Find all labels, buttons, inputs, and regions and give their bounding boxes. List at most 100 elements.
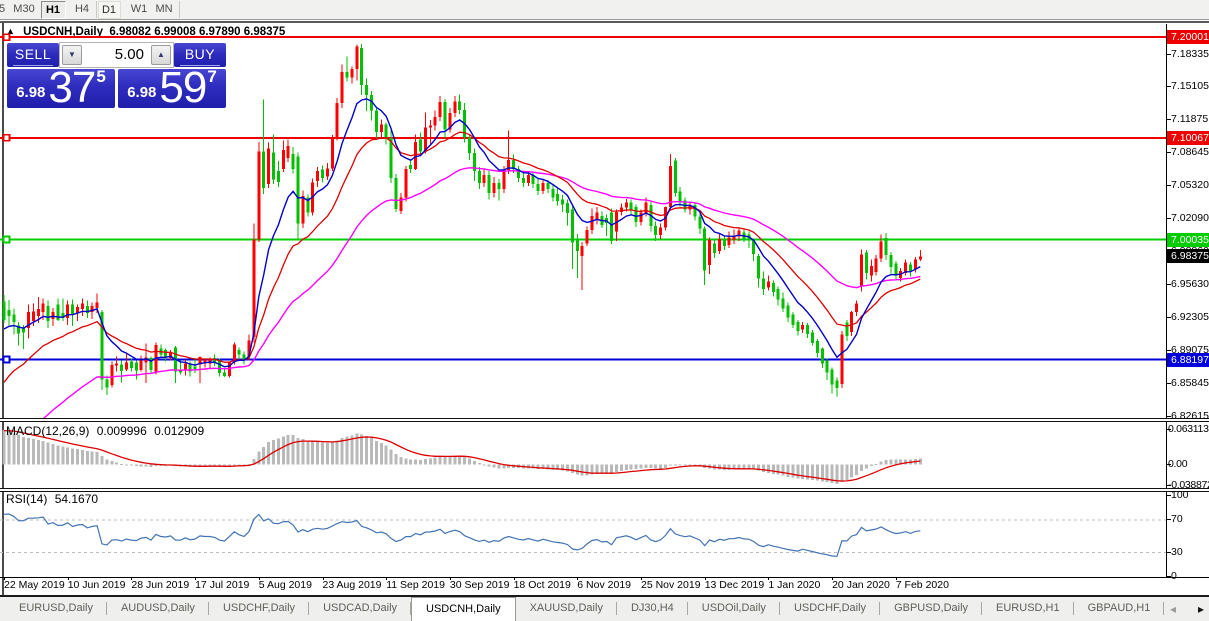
macd-histogram-bar (556, 464, 560, 471)
macd-histogram-bar (762, 464, 765, 473)
macd-histogram-bar (115, 462, 119, 465)
candle-body (433, 117, 437, 126)
chart-tab-eurusd-h1[interactable]: EURUSD,H1 (982, 597, 1074, 621)
candle-body (546, 183, 550, 190)
chart-tab-usdcnh-daily[interactable]: USDCNH,Daily (411, 597, 516, 621)
macd-histogram-bar (419, 459, 422, 465)
timeframe-button-m30[interactable]: M30 (13, 3, 35, 15)
chart-tab-eurusd-daily[interactable]: EURUSD,Daily (5, 597, 107, 621)
timeframe-button-mn[interactable]: MN (155, 3, 173, 15)
candle-body (727, 237, 731, 245)
candle-body (796, 321, 800, 331)
rsi-pane[interactable] (0, 491, 1166, 577)
macd-histogram-bar (36, 440, 40, 465)
tab-separator (615, 602, 617, 615)
macd-histogram-bar (659, 464, 663, 469)
macd-pane[interactable] (0, 422, 1166, 489)
candle-body (164, 349, 168, 358)
candle-body (762, 278, 765, 290)
tab-scroll-right-icon[interactable]: ▸ (1197, 602, 1204, 616)
candle-body (659, 227, 663, 235)
candle-body (404, 169, 408, 198)
volume-value[interactable]: 5.00 (114, 46, 144, 63)
candle-body (521, 178, 525, 184)
chart-tab-dj30-h4[interactable]: DJ30,H4 (617, 597, 688, 621)
candle-body (752, 240, 756, 255)
macd-histogram-bar (218, 464, 222, 467)
chart-tab-usdoil-daily[interactable]: USDOil,Daily (688, 597, 780, 621)
price-axis-label: 6.82615 (1171, 409, 1209, 422)
buy-button[interactable]: BUY (174, 43, 226, 67)
candle-body (566, 202, 569, 213)
timeframe-button-w1[interactable]: W1 (130, 3, 148, 15)
rsi-axis-label: 70 (1171, 513, 1183, 526)
chart-tab-xauusd-daily[interactable]: XAUUSD,Daily (516, 597, 617, 621)
candle-body (379, 124, 383, 133)
macd-histogram-bar (531, 464, 535, 469)
macd-histogram-bar (619, 464, 623, 472)
candle-body (835, 380, 839, 388)
macd-histogram-bar (507, 464, 511, 468)
candle-body (409, 164, 413, 169)
rsi-value: 54.1670 (54, 492, 99, 506)
timeframe-button-d1[interactable]: D1 (97, 1, 121, 19)
timeframe-button-h1[interactable]: H1 (40, 1, 66, 19)
macd-histogram-bar (757, 464, 761, 471)
macd-histogram-bar (580, 464, 584, 476)
sell-button[interactable]: SELL (7, 43, 59, 67)
candle-body (286, 145, 290, 159)
chart-tab-usdcad-daily[interactable]: USDCAD,Daily (309, 597, 412, 621)
rsi-axis-label: 0 (1171, 571, 1177, 582)
main-chart-pane[interactable] (0, 24, 1166, 419)
candle-body (316, 170, 320, 182)
price-axis-tick (1166, 415, 1171, 417)
macd-histogram-bar (105, 459, 109, 465)
macd-histogram-bar (747, 464, 751, 469)
candle-body (46, 305, 50, 321)
chart-tab-usdchf-daily[interactable]: USDCHF,Daily (209, 597, 310, 621)
candle-body (144, 357, 148, 363)
macd-label: MACD(12,26,9) (6, 424, 90, 438)
candle-body (551, 189, 555, 198)
macd-histogram-bar (423, 459, 427, 465)
macd-histogram-bar (732, 464, 736, 470)
candle-body (428, 125, 432, 128)
candle-body (507, 159, 511, 170)
candle-body (517, 168, 520, 179)
timeframe-button-5[interactable]: 5 (0, 3, 6, 15)
candle-body (654, 225, 658, 235)
rsi-label: RSI(14) (6, 492, 48, 506)
candle-body (703, 228, 707, 271)
macd-histogram-bar (51, 443, 55, 465)
sell-price-button[interactable]: 6.98 37 5 (7, 66, 115, 110)
candle-body (472, 153, 476, 171)
macd-histogram-bar (7, 431, 11, 465)
macd-histogram-bar (120, 463, 124, 465)
volume-increase-icon[interactable]: ▲ (151, 45, 171, 65)
volume-decrease-icon[interactable]: ▼ (62, 45, 82, 65)
candle-body (100, 311, 104, 380)
macd-histogram-bar (433, 457, 437, 465)
chart-tab-usdchf-daily[interactable]: USDCHF,Daily (780, 597, 881, 621)
chart-tab-gbpaud-h1[interactable]: GBPAUD,H1 (1074, 597, 1165, 621)
tab-scroll-buttons: ◂ ▸ (1167, 597, 1207, 621)
macd-histogram-bar (717, 464, 721, 470)
date-axis-label: 6 Nov 2019 (577, 579, 632, 591)
candle-body (345, 72, 349, 78)
tab-scroll-left-icon[interactable]: ◂ (1170, 602, 1177, 616)
chart-tab-gbpusd-daily[interactable]: GBPUSD,Daily (880, 597, 983, 621)
candle-body (556, 194, 560, 202)
chart-tab-audusd-daily[interactable]: AUDUSD,Daily (107, 597, 209, 621)
buy-price-button[interactable]: 6.98 59 7 (118, 66, 226, 110)
candle-body (894, 263, 898, 276)
buy-price-sup: 7 (207, 67, 217, 86)
candle-body (438, 101, 442, 118)
macd-histogram-bar (232, 464, 236, 466)
timeframe-button-h4[interactable]: H4 (74, 3, 90, 15)
candle-body (12, 314, 16, 322)
macd-histogram-bar (453, 455, 457, 465)
macd-histogram-bar (208, 464, 212, 467)
macd-histogram-bar (845, 464, 849, 481)
candle-body (889, 254, 893, 267)
candle-body (232, 344, 236, 361)
